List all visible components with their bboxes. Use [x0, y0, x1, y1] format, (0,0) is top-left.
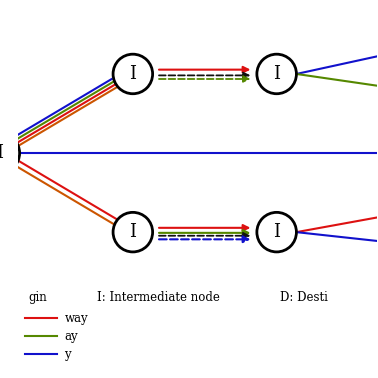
Text: y: y [65, 348, 71, 361]
Text: way: way [65, 312, 88, 325]
Text: I: I [0, 144, 3, 162]
Text: I: I [129, 65, 136, 83]
Text: I: Intermediate node: I: Intermediate node [97, 291, 220, 304]
Circle shape [257, 212, 296, 252]
Text: gin: gin [29, 291, 47, 304]
Text: D: Desti: D: Desti [280, 291, 328, 304]
Text: I: I [273, 223, 280, 241]
Circle shape [113, 212, 153, 252]
Text: ay: ay [65, 330, 78, 343]
Text: I: I [273, 65, 280, 83]
Circle shape [0, 133, 20, 173]
Circle shape [113, 54, 153, 94]
Circle shape [257, 54, 296, 94]
Text: I: I [129, 223, 136, 241]
